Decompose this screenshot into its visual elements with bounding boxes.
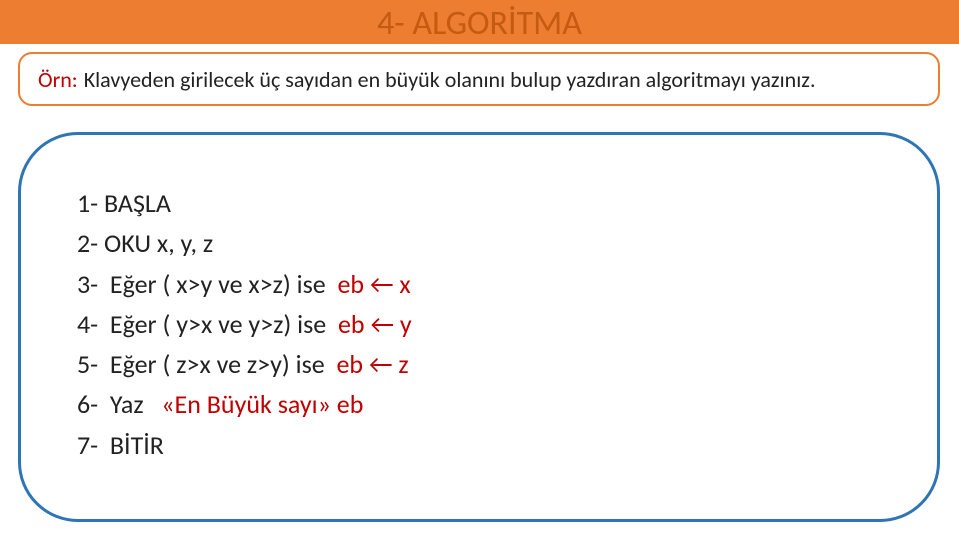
step-4-assign: eb ← y — [338, 308, 412, 340]
step-5-text: 5- Eğer ( z>x ve z>y) ise — [77, 348, 337, 380]
question-prefix: Örn: — [38, 66, 78, 93]
step-2: 2- OKU x, y, z — [77, 223, 881, 263]
step-3-assign: eb ← x — [337, 268, 410, 300]
step-5: 5- Eğer ( z>x ve z>y) ise eb ← z — [77, 344, 881, 384]
page-title: 4- ALGORİTMA — [0, 3, 959, 44]
step-4-text: 4- Eğer ( y>x ve y>z) ise — [77, 308, 338, 340]
step-6-output: «En Büyük sayı» eb — [161, 388, 363, 420]
step-1: 1- BAŞLA — [77, 183, 881, 223]
step-6: 6- Yaz «En Büyük sayı» eb — [77, 384, 881, 424]
question-box: Örn: Klavyeden girilecek üç sayıdan en b… — [18, 52, 940, 106]
question-text: Klavyeden girilecek üç sayıdan en büyük … — [84, 66, 816, 93]
step-7: 7- BİTİR — [77, 425, 881, 465]
step-4: 4- Eğer ( y>x ve y>z) ise eb ← y — [77, 304, 881, 344]
answer-box: 1- BAŞLA 2- OKU x, y, z 3- Eğer ( x>y ve… — [18, 132, 940, 522]
step-3-text: 3- Eğer ( x>y ve x>z) ise — [77, 268, 337, 300]
step-6-text: 6- Yaz — [77, 388, 161, 420]
step-5-assign: eb ← z — [337, 348, 409, 380]
step-3: 3- Eğer ( x>y ve x>z) ise eb ← x — [77, 264, 881, 304]
